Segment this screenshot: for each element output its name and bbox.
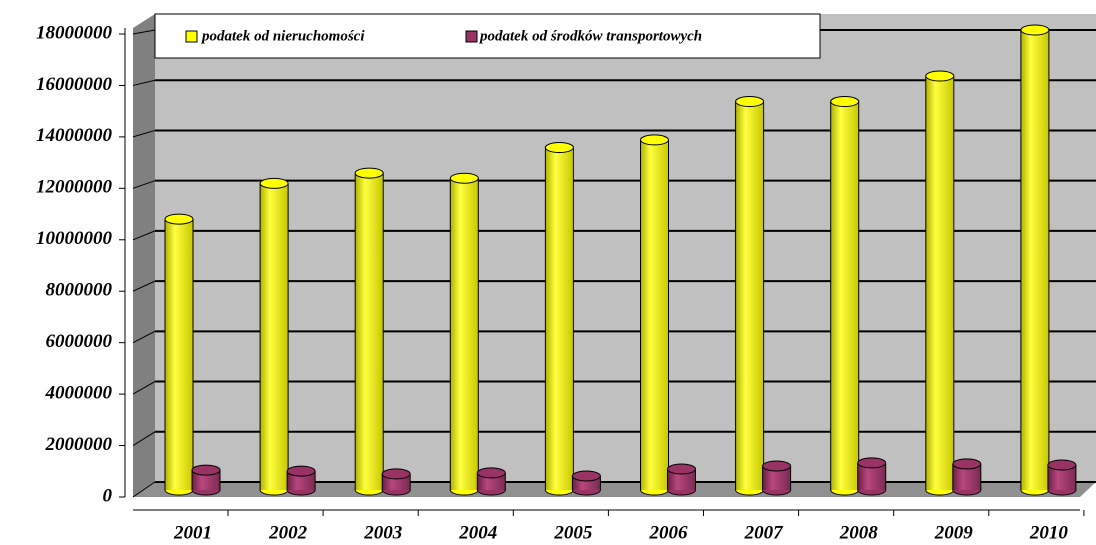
bar: [857, 457, 887, 496]
legend-swatch: [185, 30, 198, 43]
bar-body: [667, 469, 696, 490]
bar-top: [476, 467, 506, 479]
grid-line: [132, 381, 156, 395]
y-tick-label: 14000000: [36, 125, 113, 146]
x-tick-label: 2007: [744, 522, 785, 543]
bar: [571, 470, 601, 496]
grid-line: [132, 29, 156, 35]
x-tick-label: 2008: [839, 522, 879, 543]
bar: [259, 177, 289, 496]
x-tick-label: 2006: [649, 522, 689, 543]
bar-top: [164, 213, 194, 225]
legend-swatch: [465, 30, 478, 43]
grid-line: [132, 431, 156, 446]
bar: [381, 468, 411, 496]
bar-body: [192, 470, 220, 490]
y-tick-label: 18000000: [36, 22, 113, 43]
bar-top: [925, 70, 955, 82]
side-wall: [133, 14, 155, 497]
bar-top: [1047, 459, 1077, 471]
bar-top: [952, 458, 982, 470]
grid-line: [132, 129, 156, 138]
grid-line: [132, 79, 156, 86]
bar-top: [354, 167, 384, 179]
x-tick-label: 2009: [934, 522, 974, 543]
bar: [735, 96, 765, 496]
bar: [354, 167, 384, 496]
bar-body: [545, 147, 574, 491]
bar-top: [191, 464, 221, 476]
y-tick-label: 4000000: [45, 382, 113, 403]
x-tick-label: 2002: [268, 522, 308, 543]
bar: [164, 213, 194, 496]
bar-top: [857, 457, 887, 469]
y-tick-label: 16000000: [36, 74, 113, 95]
y-tick-label: 0: [103, 485, 113, 506]
bar: [449, 172, 479, 496]
bar-top: [381, 468, 411, 480]
bar-body: [165, 219, 193, 490]
marks: [164, 24, 1077, 496]
grid-line: [132, 230, 156, 241]
bar-body: [260, 183, 289, 491]
bar: [952, 458, 982, 496]
y-tick-label: 12000000: [36, 177, 113, 198]
bar-top: [735, 96, 765, 108]
bar-body: [355, 173, 384, 490]
back-wall: [155, 14, 1096, 482]
y-tick-label: 6000000: [46, 331, 113, 352]
bar-top: [571, 470, 601, 482]
bar-body: [735, 101, 764, 491]
bar: [286, 465, 316, 496]
bar: [191, 464, 221, 496]
bar-top: [286, 465, 316, 477]
x-tick-label: 2003: [363, 522, 402, 543]
bar: [476, 467, 506, 496]
bar-top: [1020, 24, 1050, 36]
y-tick-label: 8000000: [46, 280, 113, 301]
bar-body: [640, 139, 669, 490]
bar: [667, 463, 696, 496]
bar-top: [762, 460, 792, 472]
bar-body: [450, 178, 479, 490]
bar-body: [1020, 30, 1049, 490]
grid-line: [132, 280, 156, 292]
bar-top: [449, 172, 479, 184]
y-tick-label: 10000000: [36, 228, 113, 249]
bar-top: [640, 134, 669, 146]
bar: [544, 142, 574, 496]
x-tick-label: 2001: [173, 522, 212, 543]
legend-label: podatek od nieruchomości: [200, 28, 365, 44]
legend-label: podatek od środków transportowych: [478, 28, 702, 44]
bar: [925, 70, 955, 496]
bar-top: [830, 96, 860, 108]
x-tick-label: 2010: [1029, 522, 1069, 543]
bar: [1047, 459, 1077, 496]
bar-top: [667, 463, 696, 475]
x-tick-label: 2005: [553, 522, 593, 543]
bar-body: [925, 76, 954, 490]
bar-body: [830, 101, 859, 491]
bar: [1020, 24, 1050, 496]
y-tick-label: 2000000: [45, 434, 113, 455]
bar: [830, 96, 860, 496]
bar-top: [544, 142, 574, 154]
grid-line: [132, 330, 156, 344]
legend: [154, 13, 821, 59]
grid-line: [132, 481, 156, 498]
bar: [640, 134, 669, 496]
grid-line: [132, 180, 156, 189]
x-tick-label: 2004: [458, 522, 497, 543]
bar: [762, 460, 792, 496]
bar-top: [259, 177, 289, 189]
